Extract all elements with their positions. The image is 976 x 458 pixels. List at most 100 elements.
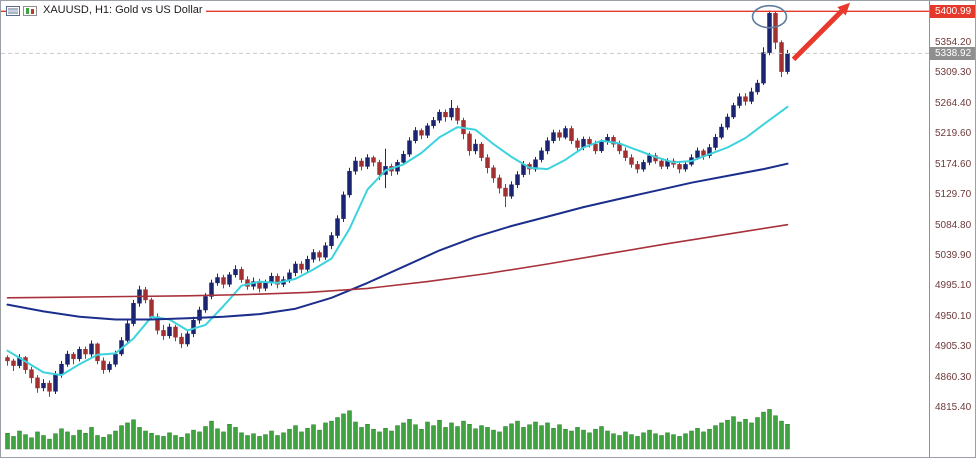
candle-body [161, 330, 166, 337]
candle-body [353, 160, 358, 172]
candle-body [23, 357, 28, 370]
volume-bar [605, 430, 610, 450]
candle-body [563, 128, 568, 138]
candle-body [677, 164, 682, 170]
volume-bar [635, 436, 640, 450]
volume-bar [47, 438, 52, 450]
volume-bar [257, 436, 262, 450]
candle-body [509, 184, 514, 197]
candle-body [95, 343, 100, 362]
volume-bar [251, 433, 256, 450]
candle-body [317, 252, 322, 258]
volume-bar [179, 437, 184, 450]
candle-body [455, 107, 460, 121]
candle-body [53, 374, 58, 392]
arrow-annotation-shaft[interactable] [791, 9, 844, 62]
ellipse-annotation[interactable] [751, 4, 788, 29]
volume-bar [623, 431, 628, 450]
volume-bar [563, 428, 568, 450]
candle-body [749, 91, 754, 102]
volume-bar [785, 424, 790, 450]
candle-body [713, 137, 718, 148]
level-price-badge: 5400.99 [930, 4, 975, 18]
ma-slow-line [6, 223, 789, 299]
volume-bar [29, 437, 34, 450]
volume-bar [35, 431, 40, 450]
candle-body [401, 153, 406, 163]
volume-bar [695, 428, 700, 450]
candle-body [77, 349, 82, 360]
volume-bar [299, 431, 304, 450]
volume-bar [599, 426, 604, 450]
candle-body [599, 141, 604, 152]
volume-bar [239, 432, 244, 450]
volume-bar [89, 427, 94, 450]
volume-bar [185, 433, 190, 450]
candle-body [515, 174, 520, 186]
volume-bar [131, 419, 136, 450]
bar-chart-icon[interactable] [6, 4, 20, 16]
volume-bar [737, 421, 742, 450]
volume-bar [707, 428, 712, 450]
price-scale[interactable]: 5400.99 5338.92 5354.20 5309.30 5264.40 521… [929, 1, 975, 457]
candle-body [593, 143, 598, 152]
volume-bar [119, 425, 124, 450]
volume-bar [617, 435, 622, 450]
price-tick-label: 4950.10 [935, 310, 972, 322]
candle-body [647, 155, 652, 163]
volume-bar [713, 425, 718, 450]
volume-bar [485, 427, 490, 450]
volume-bar [569, 430, 574, 450]
candle-body [71, 353, 76, 360]
chart-canvas[interactable] [1, 1, 929, 458]
candle-body [89, 343, 94, 355]
volume-bar [281, 432, 286, 450]
volume-bar [215, 428, 220, 450]
volume-bar [191, 429, 196, 450]
candle-body [473, 143, 478, 152]
volume-bar [413, 424, 418, 450]
volume-bar [371, 428, 376, 450]
candle-body [425, 125, 430, 136]
volume-bar [743, 419, 748, 450]
arrow-annotation-head[interactable] [837, 2, 850, 16]
volume-bar [101, 437, 106, 450]
candle-body [623, 150, 628, 158]
candle-body [557, 132, 562, 138]
volume-bar [155, 435, 160, 450]
candle-body [191, 319, 196, 334]
candle-body [413, 130, 418, 141]
candle-body [107, 363, 112, 370]
price-tick-label: 5309.30 [935, 67, 972, 79]
candle-body [65, 353, 70, 365]
volume-bar [113, 430, 118, 450]
volume-bar [425, 421, 430, 450]
volume-bar [497, 431, 502, 450]
candle-body [755, 82, 760, 93]
volume-bar [227, 424, 232, 450]
candle-body [695, 150, 700, 158]
candle-body [467, 133, 472, 152]
volume-bar [269, 430, 274, 450]
candle-body [221, 277, 226, 285]
volume-bar [209, 420, 214, 450]
volume-bar [197, 431, 202, 450]
candle-body [611, 137, 616, 145]
candle-body [29, 369, 34, 379]
candle-body [629, 157, 634, 165]
volume-bar [473, 428, 478, 450]
volume-bar [701, 431, 706, 450]
volume-bar [137, 427, 142, 450]
volume-bar [245, 435, 250, 450]
volume-bar [173, 435, 178, 450]
volume-bar [263, 434, 268, 450]
candle-body [47, 382, 52, 392]
volume-bar [395, 425, 400, 450]
candlestick-icon[interactable] [23, 4, 37, 16]
volume-bar [161, 436, 166, 450]
volume-bar [539, 425, 544, 450]
volume-bar [749, 422, 754, 450]
volume-bar [515, 420, 520, 450]
volume-bar [437, 419, 442, 450]
candle-body [419, 130, 424, 136]
